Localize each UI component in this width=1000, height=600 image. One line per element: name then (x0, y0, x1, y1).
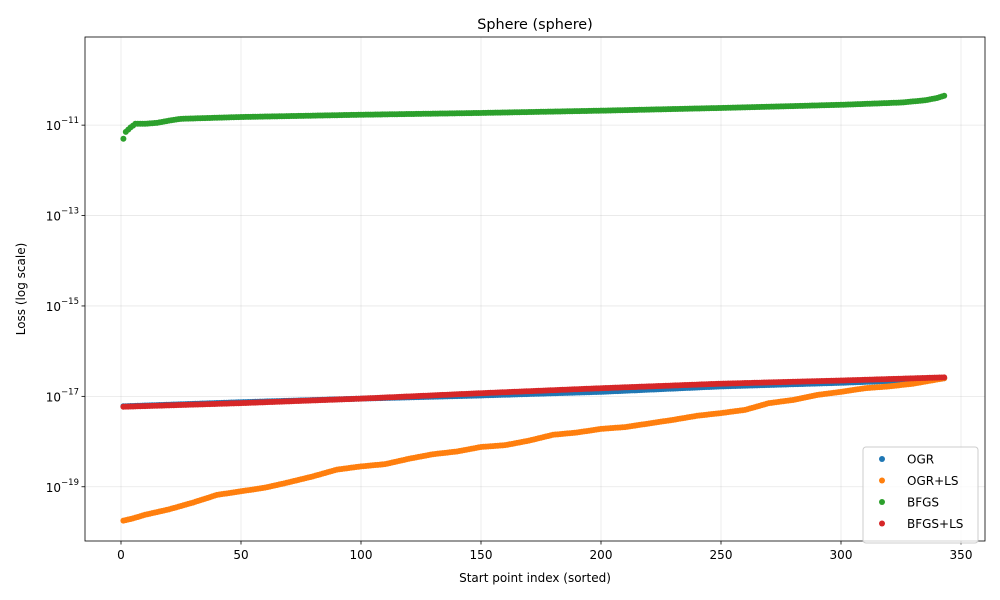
plot-frame (84, 36, 986, 542)
y-axis-label: Loss (log scale) (14, 243, 28, 336)
data-point (941, 374, 948, 381)
legend-label: OGR (907, 453, 934, 467)
data-points (120, 92, 948, 524)
series-bfgs-ls (120, 374, 948, 410)
x-tick-label: 0 (117, 548, 125, 562)
legend-label: BFGS+LS (907, 517, 963, 531)
legend-box (862, 446, 979, 544)
x-axis-label: Start point index (sorted) (459, 571, 611, 585)
y-tick-label: 10−17 (46, 387, 79, 404)
chart-title: Sphere (sphere) (477, 17, 593, 33)
x-tick-label: 350 (950, 548, 973, 562)
x-tick-label: 150 (470, 548, 493, 562)
y-axis: 10−19 10−17 10−15 10−13 10−11 (46, 116, 85, 495)
y-tick-label: 10−13 (46, 207, 79, 224)
y-tick-label: 10−19 (46, 478, 79, 495)
data-point (941, 92, 948, 99)
legend-marker (879, 477, 885, 484)
x-tick-label: 200 (590, 548, 613, 562)
x-tick-label: 250 (710, 548, 733, 562)
series-bfgs (120, 92, 948, 142)
legend-marker (879, 520, 885, 527)
x-tick-label: 100 (350, 548, 373, 562)
legend-label: OGR+LS (907, 474, 958, 488)
y-tick-label: 10−15 (46, 297, 79, 314)
x-tick-label: 50 (233, 548, 248, 562)
data-point (120, 135, 127, 142)
x-tick-label: 300 (830, 548, 853, 562)
x-axis: 0 50 100 150 200 250 300 350 (117, 541, 972, 562)
legend-marker (879, 456, 885, 462)
grid (85, 37, 985, 541)
legend: OGR OGR+LS BFGS BFGS+LS (862, 446, 979, 544)
y-tick-label: 10−11 (46, 116, 79, 133)
series-ogr-ls (120, 375, 948, 524)
legend-marker (879, 499, 885, 505)
legend-label: BFGS (907, 496, 939, 510)
